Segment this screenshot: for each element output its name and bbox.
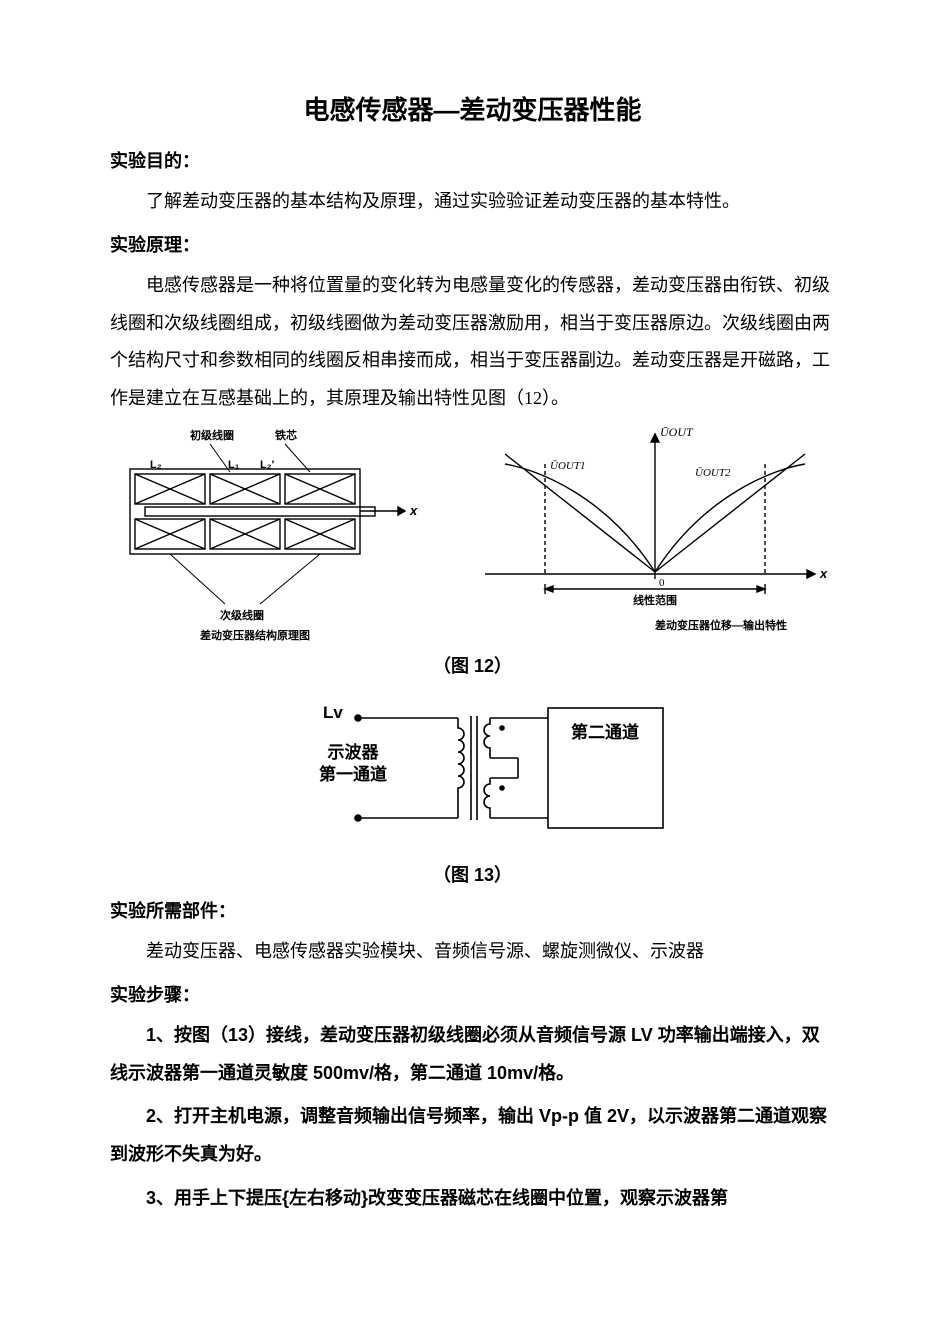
label-Uout1: ŪOUT1 xyxy=(550,460,585,472)
figure-13-diagram: Lv 示波器 第一通道 第二通道 xyxy=(258,688,688,848)
label-core: 铁芯 xyxy=(275,428,297,442)
label-L2: L₂ xyxy=(150,459,162,471)
heading-steps: 实验步骤： xyxy=(110,981,835,1007)
heading-principle: 实验原理： xyxy=(110,231,835,257)
caption-right: 差动变压器位移—输出特性 xyxy=(655,618,787,632)
label-L2-prime: L₂' xyxy=(260,459,275,471)
step-1: 1、按图（13）接线，差动变压器初级线圈必须从音频信号源 LV 功率输出端接入，… xyxy=(110,1017,835,1093)
label-x: x xyxy=(819,566,828,581)
label-origin: 0 xyxy=(659,577,665,589)
label-ch1-line1: 示波器 xyxy=(327,742,379,762)
label-Uout2: ŪOUT2 xyxy=(695,467,731,479)
label-Lv: Lv xyxy=(323,703,343,722)
label-primary-coil: 初级线圈 xyxy=(190,428,234,442)
figure-13-caption: （图 13） xyxy=(110,861,835,887)
figure-12-row: 初级线圈 铁芯 L₂ L₁ L₂' x 次级线圈 差动变压器结构原理图 xyxy=(110,424,835,644)
label-L1: L₁ xyxy=(228,459,240,471)
label-x-axis: x xyxy=(409,503,418,518)
page-title: 电感传感器—差动变压器性能 xyxy=(110,90,835,127)
figure-12-left-diagram: 初级线圈 铁芯 L₂ L₁ L₂' x 次级线圈 差动变压器结构原理图 xyxy=(110,424,420,644)
label-ch1-line2: 第一通道 xyxy=(319,764,387,784)
label-Uout-top: ŪOUT xyxy=(660,425,694,439)
paragraph-parts: 差动变压器、电感传感器实验模块、音频信号源、螺旋测微仪、示波器 xyxy=(110,933,835,971)
heading-purpose: 实验目的： xyxy=(110,147,835,173)
figure-12-caption: （图 12） xyxy=(110,652,835,678)
label-secondary-coil: 次级线圈 xyxy=(220,608,264,622)
step-2: 2、打开主机电源，调整音频输出信号频率，输出 Vp-p 值 2V，以示波器第二通… xyxy=(110,1098,835,1174)
paragraph-purpose: 了解差动变压器的基本结构及原理，通过实验验证差动变压器的基本特性。 xyxy=(110,183,835,221)
figure-13-wrap: Lv 示波器 第一通道 第二通道 xyxy=(110,688,835,853)
label-ch2: 第二通道 xyxy=(571,722,639,742)
document-page: 电感传感器—差动变压器性能 实验目的： 了解差动变压器的基本结构及原理，通过实验… xyxy=(0,0,945,1337)
paragraph-principle: 电感传感器是一种将位置量的变化转为电感量变化的传感器，差动变压器由衔铁、初级线圈… xyxy=(110,267,835,418)
label-linear-range: 线性范围 xyxy=(633,593,677,607)
step-3: 3、用手上下提压{左右移动}改变变压器磁芯在线圈中位置，观察示波器第 xyxy=(110,1180,835,1218)
figure-12-right-diagram: ŪOUT ŪOUT1 ŪOUT2 0 x 线性范围 差动变压器位移—输出特性 xyxy=(455,424,835,644)
heading-parts: 实验所需部件： xyxy=(110,897,835,923)
caption-left: 差动变压器结构原理图 xyxy=(200,628,310,642)
